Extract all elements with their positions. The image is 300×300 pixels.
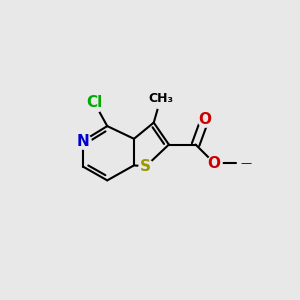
Text: CH₃: CH₃ (148, 92, 173, 105)
Text: Cl: Cl (86, 95, 103, 110)
Text: O: O (208, 155, 221, 170)
Text: —: — (241, 158, 252, 168)
Text: O: O (198, 112, 212, 127)
Text: S: S (140, 159, 151, 174)
Text: N: N (76, 134, 89, 148)
